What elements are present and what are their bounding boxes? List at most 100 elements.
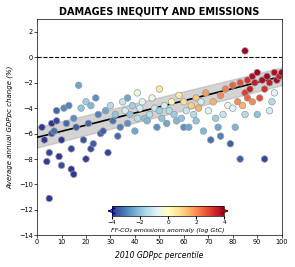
Point: [250, 100, 255, 104]
Point: [201, 129, 206, 133]
Point: [272, 70, 277, 75]
Point: [277, 74, 282, 78]
Point: [74, 125, 78, 129]
Point: [40, 125, 44, 129]
Point: [221, 112, 225, 117]
Point: [245, 96, 250, 100]
Point: [113, 112, 118, 117]
Point: [150, 96, 154, 100]
Point: [274, 78, 279, 82]
Point: [169, 100, 174, 104]
Point: [155, 125, 159, 129]
Point: [111, 119, 115, 123]
Point: [71, 116, 76, 120]
Point: [83, 157, 88, 161]
Point: [59, 163, 64, 167]
Point: [181, 125, 186, 129]
Point: [243, 49, 248, 53]
X-axis label: 2010 GDPpc percentile: 2010 GDPpc percentile: [115, 251, 204, 260]
Point: [238, 81, 242, 85]
Point: [223, 87, 228, 91]
Point: [250, 74, 255, 78]
Point: [167, 109, 171, 113]
Point: [81, 138, 86, 142]
Point: [123, 109, 127, 113]
Point: [96, 112, 101, 117]
Point: [230, 83, 235, 87]
Point: [52, 129, 57, 133]
Point: [233, 125, 237, 129]
Point: [238, 157, 242, 161]
Point: [164, 121, 169, 125]
Point: [270, 100, 274, 104]
Point: [267, 109, 272, 113]
Point: [71, 172, 76, 176]
Point: [228, 142, 233, 146]
Point: [194, 96, 199, 100]
Point: [177, 93, 181, 97]
Point: [216, 125, 220, 129]
Point: [152, 106, 157, 110]
Point: [265, 74, 269, 78]
Point: [204, 91, 208, 95]
Point: [267, 81, 272, 85]
Point: [262, 87, 267, 91]
Point: [272, 91, 277, 95]
Point: [218, 134, 223, 138]
Point: [235, 100, 240, 104]
Point: [245, 78, 250, 82]
Y-axis label: Average annual GDPpc change (%): Average annual GDPpc change (%): [7, 65, 14, 189]
Point: [262, 157, 267, 161]
Point: [132, 129, 137, 133]
Point: [45, 159, 49, 164]
Point: [86, 121, 91, 125]
Point: [230, 106, 235, 110]
Point: [186, 125, 191, 129]
Point: [145, 119, 150, 123]
Point: [157, 109, 162, 113]
Point: [140, 100, 145, 104]
Point: [135, 116, 140, 120]
Point: [248, 87, 252, 91]
Point: [47, 151, 52, 155]
Point: [76, 83, 81, 87]
Point: [260, 78, 265, 82]
Point: [181, 100, 186, 104]
Point: [174, 119, 179, 123]
Point: [255, 70, 260, 75]
Point: [49, 131, 54, 136]
Point: [64, 121, 69, 125]
Point: [226, 104, 230, 108]
Point: [47, 196, 52, 201]
Point: [243, 112, 248, 117]
Point: [115, 134, 120, 138]
Point: [135, 91, 140, 95]
Point: [59, 138, 64, 142]
Title: DAMAGES INEQUITY AND EMISSIONS: DAMAGES INEQUITY AND EMISSIONS: [59, 7, 260, 17]
Point: [101, 129, 106, 133]
Point: [172, 112, 176, 117]
Point: [62, 106, 66, 110]
Point: [79, 106, 83, 110]
Point: [125, 96, 130, 100]
Point: [69, 167, 74, 171]
Point: [106, 151, 110, 155]
Point: [83, 100, 88, 104]
Point: [142, 116, 147, 120]
Point: [162, 104, 167, 108]
Point: [118, 125, 123, 129]
Point: [240, 104, 245, 108]
Point: [196, 106, 201, 110]
Point: [57, 154, 61, 159]
Point: [253, 81, 257, 85]
Point: [209, 138, 213, 142]
Point: [199, 100, 203, 104]
Point: [88, 104, 93, 108]
Point: [157, 87, 162, 91]
Point: [257, 96, 262, 100]
Point: [91, 142, 96, 146]
Point: [160, 116, 164, 120]
Point: [69, 147, 74, 151]
Point: [213, 116, 218, 120]
Point: [279, 70, 284, 75]
